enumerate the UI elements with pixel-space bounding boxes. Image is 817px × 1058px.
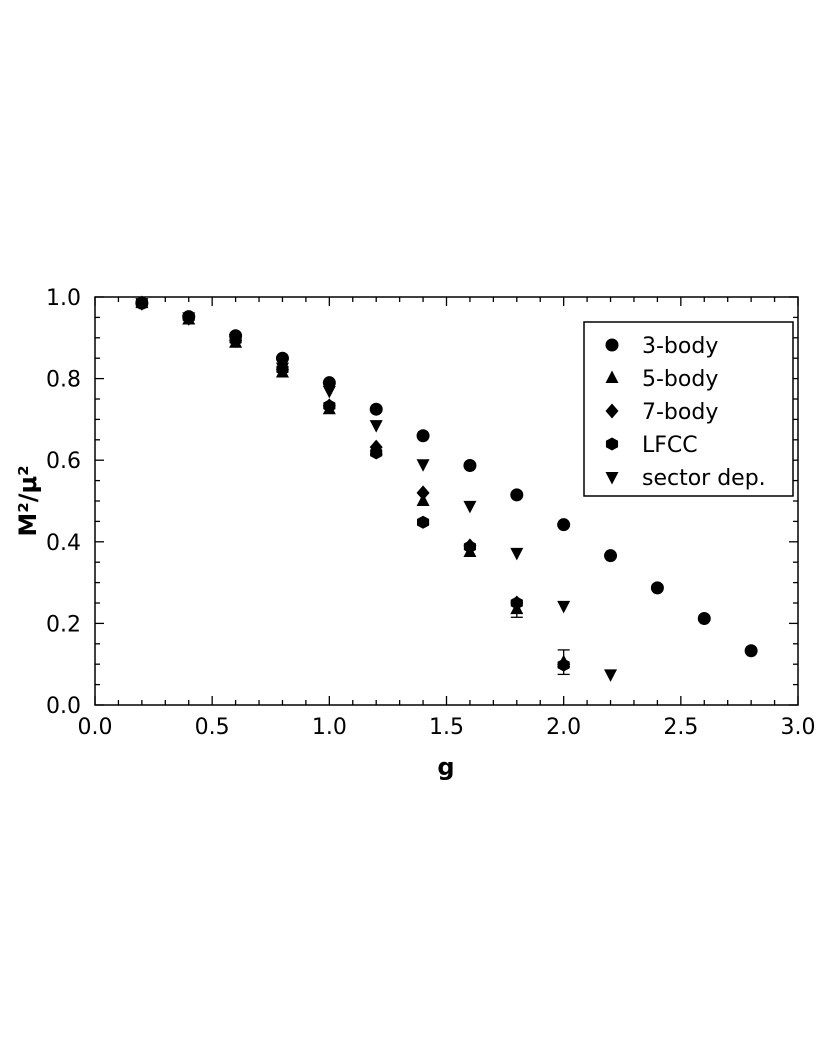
legend-marker-lfcc — [605, 437, 619, 451]
point-sector-dep — [322, 385, 336, 399]
legend-label-7-body: 7-body — [642, 400, 718, 425]
point-sector-dep — [369, 420, 383, 433]
y-tick-label: 0.0 — [46, 694, 81, 719]
point-sector-dep — [463, 500, 477, 514]
point-sector-dep — [135, 298, 149, 311]
legend-marker-3-body — [605, 338, 619, 352]
legend-label-sector-dep: sector dep. — [642, 466, 766, 491]
y-axis-label: M²/μ² — [14, 465, 42, 536]
legend-marker-5-body — [605, 370, 619, 383]
x-tick-label: 2.0 — [546, 715, 581, 740]
point-3-body — [416, 429, 430, 443]
point-lfcc — [510, 596, 523, 610]
legend-marker-7-body — [605, 403, 619, 419]
y-tick-label: 1.0 — [46, 286, 81, 311]
x-tick-labels: 0.0 0.5 1.0 1.5 2.0 2.5 3.0 — [78, 715, 816, 740]
legend-marker-sector-dep — [605, 472, 619, 485]
x-tick-label: 3.0 — [781, 715, 816, 740]
point-sector-dep — [557, 600, 571, 614]
legend-label-lfcc: LFCC — [642, 433, 698, 458]
point-3-body — [697, 612, 711, 626]
axis-ticks — [94, 296, 799, 706]
y-tick-label: 0.4 — [46, 531, 81, 556]
data-points — [135, 295, 758, 682]
x-tick-label: 1.5 — [429, 715, 464, 740]
point-sector-dep — [604, 669, 618, 682]
point-sector-dep — [229, 334, 243, 347]
x-tick-label: 0.0 — [78, 715, 113, 740]
point-3-body — [557, 518, 571, 532]
point-3-body — [650, 581, 664, 595]
x-tick-label: 0.5 — [195, 715, 230, 740]
point-lfcc — [417, 515, 430, 529]
y-tick-labels: 0.0 0.2 0.4 0.6 0.8 1.0 — [46, 286, 81, 719]
point-3-body — [604, 549, 618, 563]
x-axis-label: g — [437, 753, 454, 781]
point-sector-dep — [416, 459, 430, 472]
legend-label-3-body: 3-body — [642, 334, 718, 359]
point-3-body — [463, 459, 477, 473]
legend-box — [583, 321, 794, 497]
y-tick-label: 0.6 — [46, 449, 81, 474]
y-tick-label: 0.2 — [46, 612, 81, 637]
point-3-body — [369, 402, 383, 416]
legend: 3-body 5-body 7-body LFCC sector dep. — [583, 321, 794, 497]
y-tick-label: 0.8 — [46, 368, 81, 393]
point-7-body — [416, 485, 430, 501]
point-sector-dep — [510, 547, 524, 561]
point-sector-dep — [182, 312, 196, 325]
point-lfcc — [463, 540, 476, 554]
point-lfcc — [370, 446, 383, 460]
x-tick-label: 1.0 — [312, 715, 347, 740]
point-lfcc — [557, 658, 570, 672]
legend-label-5-body: 5-body — [642, 367, 718, 392]
point-lfcc — [323, 399, 336, 413]
point-3-body — [275, 351, 289, 365]
point-3-body — [510, 488, 524, 502]
x-tick-label: 2.5 — [663, 715, 698, 740]
point-3-body — [744, 644, 758, 658]
point-sector-dep — [275, 362, 289, 376]
